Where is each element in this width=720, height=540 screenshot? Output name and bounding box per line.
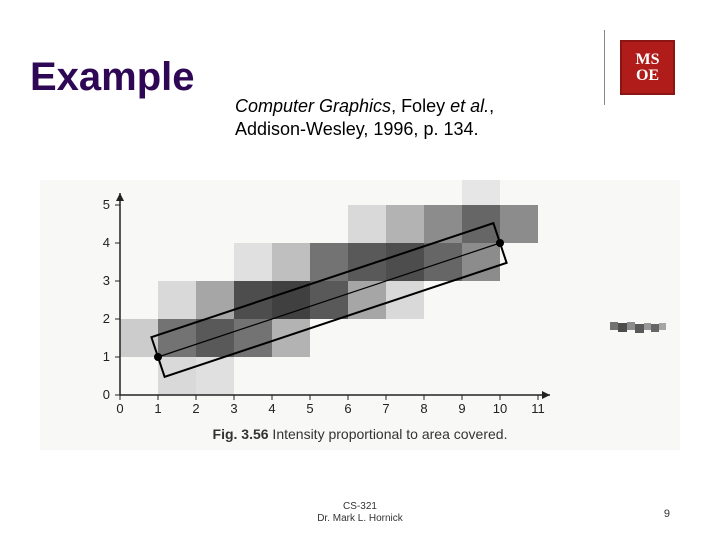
svg-text:3: 3 — [230, 401, 237, 416]
figure-caption-text: Intensity proportional to area covered. — [269, 426, 508, 442]
svg-text:0: 0 — [103, 387, 110, 402]
msoe-logo: MS OE — [620, 40, 675, 95]
logo-container: MS OE — [604, 30, 675, 105]
citation: Computer Graphics, Foley et al., Addison… — [235, 95, 494, 142]
svg-text:1: 1 — [154, 401, 161, 416]
svg-text:5: 5 — [306, 401, 313, 416]
figure-number: Fig. 3.56 — [213, 426, 269, 442]
svg-text:11: 11 — [531, 401, 545, 416]
figure-container: 0 1 2 3 4 5 6 7 8 9 10 11 0 1 2 3 4 5 Fig. 3.56 Intensity… — [40, 180, 680, 450]
svg-text:6: 6 — [344, 401, 351, 416]
svg-text:0: 0 — [116, 401, 123, 416]
page-number: 9 — [664, 508, 670, 520]
svg-text:2: 2 — [192, 401, 199, 416]
chart-svg: 0 1 2 3 4 5 6 7 8 9 10 11 0 1 2 3 4 5 — [40, 180, 680, 450]
svg-text:8: 8 — [420, 401, 427, 416]
svg-text:3: 3 — [103, 273, 110, 288]
book-title: Computer Graphics — [235, 96, 391, 116]
svg-text:10: 10 — [493, 401, 507, 416]
logo-line2: OE — [636, 68, 659, 84]
svg-text:7: 7 — [382, 401, 389, 416]
citation-rest: , — [489, 96, 494, 116]
slide-title: Example — [30, 55, 195, 100]
footer-course: CS-321 — [343, 501, 377, 512]
citation-line2: Addison-Wesley, 1996, p. 134. — [235, 119, 478, 139]
svg-text:2: 2 — [103, 311, 110, 326]
svg-text:4: 4 — [103, 235, 110, 250]
svg-text:9: 9 — [458, 401, 465, 416]
svg-text:1: 1 — [103, 349, 110, 364]
logo-line1: MS — [636, 52, 660, 68]
svg-text:4: 4 — [268, 401, 275, 416]
citation-authors: , Foley — [391, 96, 450, 116]
footer-author: Dr. Mark L. Hornick — [317, 513, 403, 524]
citation-etal: et al. — [450, 96, 489, 116]
svg-text:5: 5 — [103, 197, 110, 212]
footer: CS-321 Dr. Mark L. Hornick — [0, 501, 720, 525]
figure-caption: Fig. 3.56 Intensity proportional to area… — [40, 426, 680, 442]
